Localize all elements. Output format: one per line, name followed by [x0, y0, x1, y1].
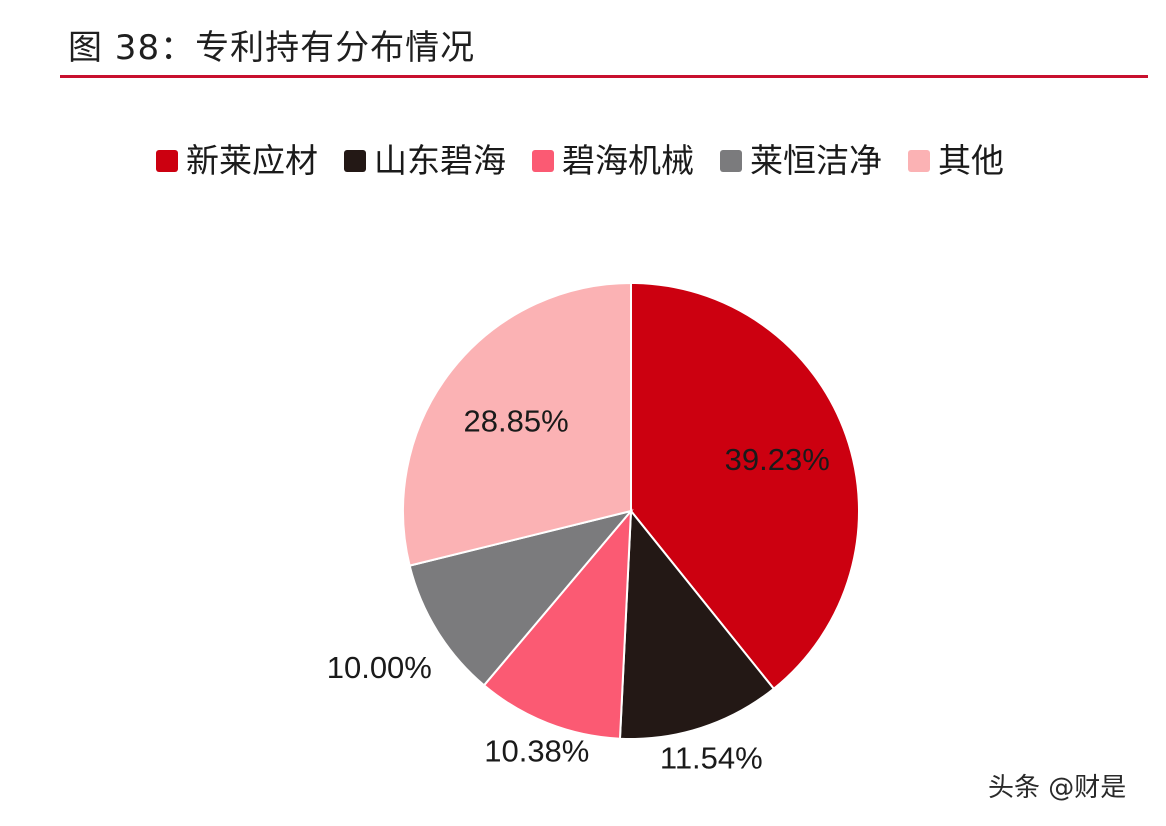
legend-label-bihai-machinery: 碧海机械 — [562, 141, 694, 180]
figure-title: 图 38：专利持有分布情况 — [68, 28, 476, 68]
legend-label-other: 其他 — [938, 141, 1004, 180]
legend-item-bihai-machinery: 碧海机械 — [532, 139, 694, 183]
legend-swatch-xinlai — [156, 150, 178, 172]
legend-label-laiheng: 莱恒洁净 — [750, 141, 882, 180]
legend-swatch-other — [908, 150, 930, 172]
legend-item-xinlai: 新莱应材 — [156, 139, 318, 183]
data-label-bihai-machinery: 10.38% — [484, 733, 589, 768]
legend-item-laiheng: 莱恒洁净 — [720, 139, 882, 183]
watermark: 头条 @财是 — [988, 773, 1127, 803]
legend-swatch-shandong-bihai — [344, 150, 366, 172]
pie-slice-shandong-bihai — [618, 508, 776, 740]
data-label-other: 28.85% — [464, 404, 569, 439]
data-label-shandong-bihai: 11.54% — [660, 741, 763, 776]
legend-label-shandong-bihai: 山东碧海 — [374, 141, 506, 180]
pie-slice-xinlai — [630, 281, 860, 691]
pie-slice-other — [402, 281, 632, 567]
legend-item-shandong-bihai: 山东碧海 — [344, 139, 506, 183]
chart-legend: 新莱应材 山东碧海 碧海机械 莱恒洁净 其他 — [156, 138, 1004, 184]
legend-label-xinlai: 新莱应材 — [186, 141, 318, 180]
pie-slice-bihai-machinery — [482, 508, 633, 740]
legend-item-other: 其他 — [908, 139, 1004, 183]
title-divider — [60, 75, 1148, 78]
legend-swatch-laiheng — [720, 150, 742, 172]
data-label-laiheng: 10.00% — [327, 650, 432, 685]
data-label-xinlai: 39.23% — [725, 442, 830, 477]
legend-swatch-bihai-machinery — [532, 150, 554, 172]
pie-slice-laiheng — [408, 509, 634, 687]
